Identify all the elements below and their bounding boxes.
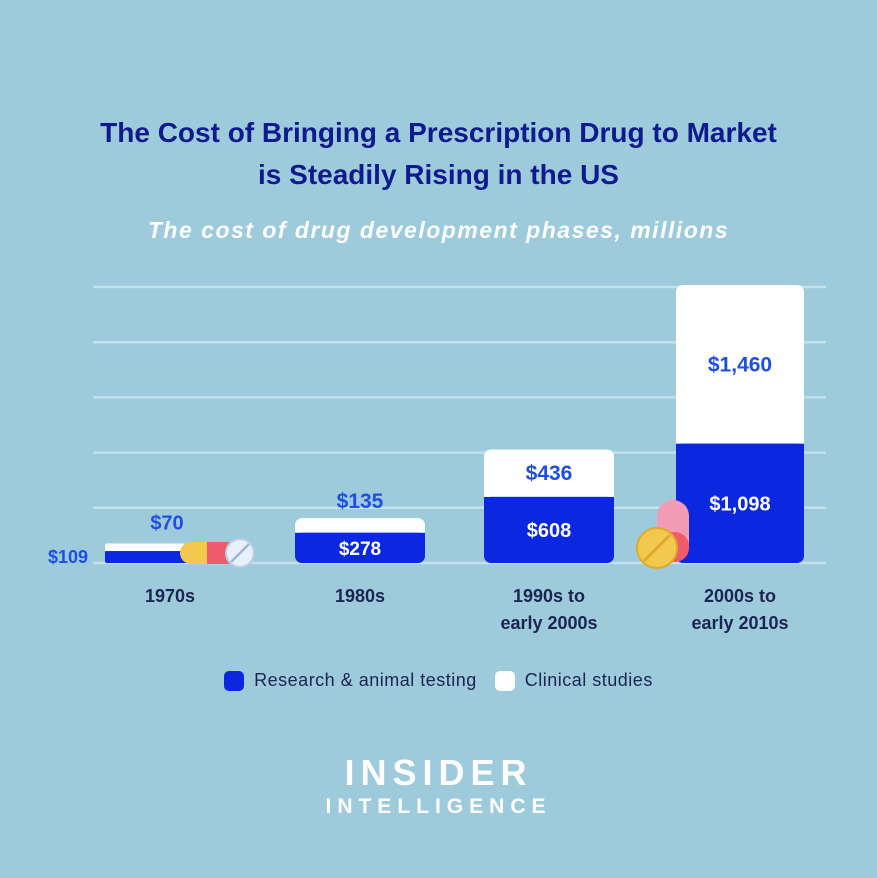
x-tick-label-1: 1970s [145, 586, 195, 606]
stacked-bar-chart: $109 $70 $278 $135 $608 $436 $1,098 $1,460 1970… [48, 285, 826, 633]
bar-research-3 [484, 496, 614, 563]
label-clinical-2: $135 [337, 490, 384, 513]
label-clinical-1: $70 [150, 513, 183, 535]
title-line-2: is Steadily Rising in the US [258, 159, 619, 190]
label-clinical-4: $1,460 [708, 353, 772, 376]
legend-item-research: Research & animal testing [224, 670, 477, 691]
tablet-score-icon [230, 543, 250, 563]
bar-research-top-4 [676, 443, 804, 451]
x-tick-label-4: 2000s to early 2010s [691, 586, 788, 633]
bar-clinical-3 [484, 449, 614, 504]
brand-logo-line2: INTELLIGENCE [325, 795, 552, 818]
legend: Research & animal testing Clinical studi… [0, 670, 877, 691]
legend-swatch-research [224, 670, 245, 691]
label-research-2: $278 [339, 539, 381, 560]
label-clinical-3: $436 [526, 462, 573, 485]
bar-research-top-2 [295, 532, 425, 540]
tablet-yellow-score-icon [642, 533, 672, 563]
legend-item-clinical: Clinical studies [494, 670, 653, 691]
chart-title: The Cost of Bringing a Prescription Drug… [0, 112, 877, 196]
legend-swatch-clinical [494, 670, 515, 691]
bar-research-top-3 [484, 496, 614, 504]
bar-clinical-4 [676, 285, 804, 451]
brand-logo-line1: INSIDER [344, 752, 533, 793]
label-research-4: $1,098 [709, 493, 770, 515]
x-tick-label-3: 1990s to early 2000s [500, 586, 597, 633]
legend-label-research: Research & animal testing [254, 670, 477, 690]
bar-research-4 [676, 443, 804, 563]
legend-label-clinical: Clinical studies [524, 670, 653, 690]
label-research-1: $109 [48, 547, 88, 567]
x-tick-label-2: 1980s [335, 586, 385, 606]
bar-research-top-1 [105, 551, 235, 554]
bar-research-2 [295, 532, 425, 563]
chart-subtitle: The cost of drug development phases, mil… [147, 217, 730, 243]
title-line-1: The Cost of Bringing a Prescription Drug… [100, 117, 777, 148]
label-research-3: $608 [527, 520, 572, 542]
